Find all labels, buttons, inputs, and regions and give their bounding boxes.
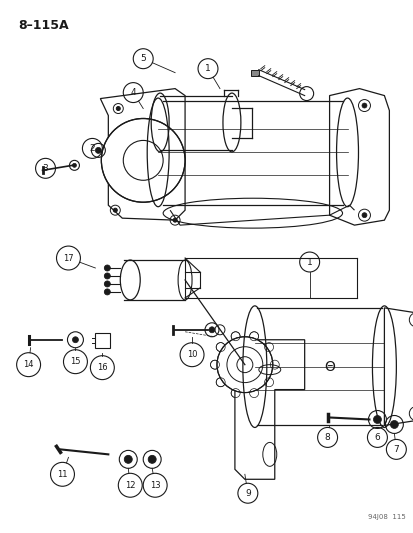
Text: 6: 6 (374, 433, 380, 442)
Text: 11: 11 (57, 470, 68, 479)
Circle shape (124, 455, 132, 463)
Circle shape (72, 337, 78, 343)
Text: 3: 3 (43, 164, 48, 173)
Circle shape (113, 208, 117, 212)
Circle shape (373, 416, 380, 424)
Text: 14: 14 (23, 360, 34, 369)
Circle shape (104, 289, 110, 295)
Text: 8–115A: 8–115A (19, 19, 69, 32)
Circle shape (412, 410, 413, 416)
Circle shape (148, 455, 156, 463)
Text: 12: 12 (125, 481, 135, 490)
Text: 9: 9 (244, 489, 250, 498)
Text: 10: 10 (186, 350, 197, 359)
Circle shape (412, 317, 413, 323)
Circle shape (216, 378, 225, 387)
Circle shape (361, 103, 366, 108)
Text: 16: 16 (97, 363, 107, 372)
Polygon shape (234, 340, 304, 479)
Text: 1: 1 (306, 257, 312, 266)
Circle shape (72, 163, 76, 167)
Circle shape (361, 213, 366, 217)
Circle shape (249, 332, 258, 341)
Circle shape (270, 360, 279, 369)
Text: 7: 7 (392, 445, 398, 454)
Circle shape (101, 118, 185, 202)
Polygon shape (100, 88, 185, 220)
Polygon shape (384, 308, 413, 425)
Circle shape (249, 389, 258, 398)
Circle shape (264, 378, 273, 387)
Circle shape (230, 332, 240, 341)
Circle shape (209, 327, 214, 333)
Text: 1: 1 (204, 64, 210, 73)
Circle shape (230, 389, 240, 398)
Circle shape (116, 107, 120, 110)
Circle shape (264, 343, 273, 352)
Circle shape (104, 273, 110, 279)
Circle shape (216, 337, 272, 393)
Polygon shape (329, 88, 389, 225)
Text: 4: 4 (130, 88, 136, 97)
Circle shape (173, 218, 177, 222)
Text: 94J08  115: 94J08 115 (367, 514, 404, 520)
Text: 8: 8 (324, 433, 330, 442)
Text: 2: 2 (89, 144, 95, 153)
Text: 15: 15 (70, 357, 81, 366)
Text: 17: 17 (63, 254, 74, 263)
Polygon shape (250, 70, 258, 76)
Circle shape (210, 360, 219, 369)
Text: 13: 13 (150, 481, 160, 490)
Circle shape (389, 421, 397, 429)
Circle shape (104, 281, 110, 287)
Circle shape (216, 343, 225, 352)
Text: 5: 5 (140, 54, 146, 63)
Circle shape (104, 265, 110, 271)
Circle shape (95, 148, 101, 154)
Text: Θ: Θ (323, 360, 334, 374)
